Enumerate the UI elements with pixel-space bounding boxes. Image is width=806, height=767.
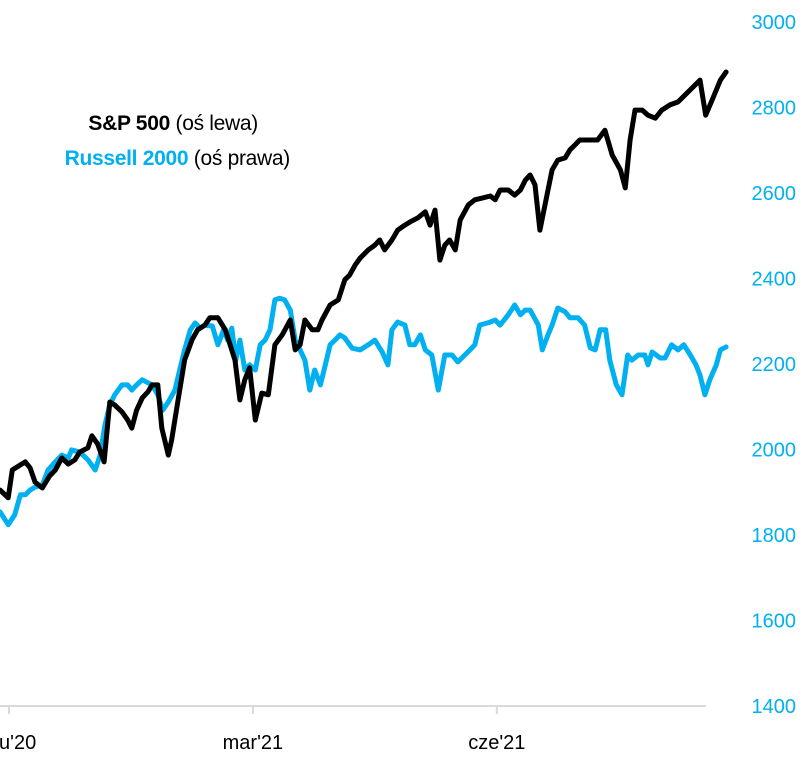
x-tick-label: mar'21 — [223, 732, 284, 754]
y-tick-label-right: 1400 — [752, 696, 797, 718]
x-tick-label: cze'21 — [468, 732, 525, 754]
y-tick-label-right: 3000 — [752, 12, 797, 34]
y-tick-label-right: 2000 — [752, 440, 797, 462]
legend-note: (oś lewa) — [175, 112, 259, 135]
legend-name: S&P 500 — [88, 112, 170, 135]
legend-entry-russell2000: Russell 2000 (oś prawa) — [0, 141, 291, 176]
legend-note: (oś prawa) — [193, 147, 291, 170]
x-tick-label: u'20 — [0, 732, 36, 754]
y-tick-label-right: 2200 — [752, 354, 797, 376]
y-tick-label-right: 1800 — [752, 525, 797, 547]
series-line-russell-2000 — [0, 295, 729, 528]
series-line-s-p-500 — [0, 69, 729, 501]
legend-name: Russell 2000 — [64, 147, 189, 170]
y-tick-label-right: 2600 — [752, 183, 797, 205]
legend-entry-sp500: S&P 500 (oś lewa) — [0, 106, 290, 141]
legend: S&P 500 (oś lewa) Russell 2000 (oś prawa… — [0, 106, 291, 176]
y-tick-label-right: 1600 — [752, 611, 797, 633]
y-tick-label-right: 2400 — [752, 269, 797, 291]
y-tick-label-right: 2800 — [752, 98, 797, 120]
